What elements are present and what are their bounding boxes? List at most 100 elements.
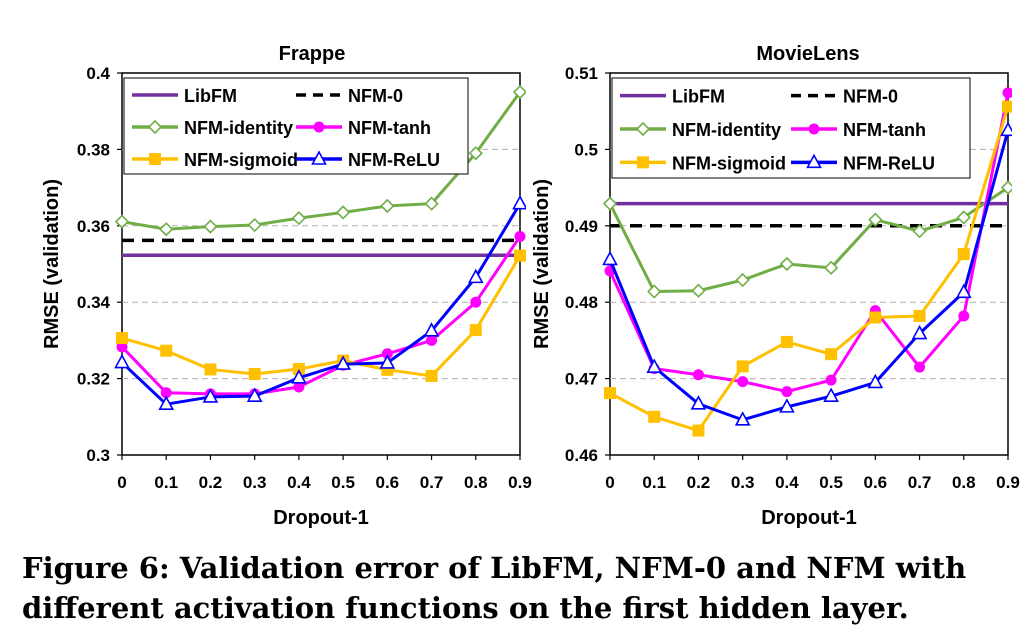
legend-marker-nfm-sigmoid — [637, 156, 649, 169]
x-tick-label: 0.9 — [508, 473, 532, 492]
point-nfm-identity — [468, 146, 483, 161]
x-tick-label: 0.1 — [642, 473, 666, 492]
legend-label-nfm-tanh: NFM-tanh — [843, 120, 926, 140]
series-line-nfm-tanh — [120, 235, 522, 396]
y-axis-label: RMSE (validation) — [531, 179, 553, 349]
point-nfm-sigmoid — [648, 410, 661, 423]
point-nfm-identity — [956, 210, 971, 225]
legend-marker-nfm-relu — [311, 150, 327, 165]
legend-marker-nfm-identity — [635, 121, 651, 137]
chart-title: MovieLens — [756, 43, 859, 65]
y-tick-label: 0.36 — [77, 217, 110, 236]
point-nfm-tanh — [514, 230, 526, 242]
y-tick-label: 0.47 — [565, 370, 598, 389]
point-nfm-relu — [512, 194, 526, 210]
x-tick-label: 0.1 — [154, 473, 178, 492]
point-nfm-sigmoid — [780, 335, 793, 348]
legend-marker-nfm-tanh — [808, 123, 820, 135]
x-tick-label: 0 — [605, 473, 614, 492]
y-tick-label: 0.49 — [565, 217, 598, 236]
legend-marker-nfm-sigmoid — [149, 153, 161, 165]
x-tick-label: 0.5 — [819, 473, 843, 492]
point-nfm-relu — [734, 411, 751, 426]
point-nfm-sigmoid — [160, 344, 173, 357]
legend-marker-nfm-tanh — [313, 121, 325, 133]
point-nfm-tanh — [914, 361, 926, 373]
plot-area — [602, 87, 1012, 437]
y-tick-label: 0.51 — [565, 64, 598, 83]
x-tick-label: 0.3 — [731, 473, 755, 492]
chart-title: Frappe — [279, 43, 346, 65]
point-nfm-identity — [912, 224, 927, 239]
point-nfm-identity — [335, 205, 351, 220]
point-nfm-tanh — [692, 369, 704, 381]
x-tick-label: 0.8 — [952, 473, 976, 492]
x-axis-label: Dropout-1 — [761, 507, 857, 529]
chart-panel-1: Frappe 0.3 0.32 0.34 0.36 0.38 0.4 0 0.1 0.2 0.3 0.… — [41, 43, 532, 529]
point-nfm-relu — [690, 395, 707, 410]
y-tick-label: 0.38 — [77, 140, 110, 159]
plot-area — [114, 84, 526, 410]
point-nfm-identity — [735, 272, 750, 288]
point-nfm-tanh — [781, 386, 793, 398]
figure: Frappe 0.3 0.32 0.34 0.36 0.38 0.4 0 0.1 0.2 0.3 0.… — [41, 43, 1020, 529]
point-nfm-identity — [380, 198, 395, 214]
point-nfm-identity — [647, 284, 662, 299]
y-axis-label: RMSE (validation) — [41, 179, 63, 349]
x-tick-label: 0.2 — [687, 473, 711, 492]
point-nfm-tanh — [426, 334, 438, 346]
y-tick-label: 0.46 — [565, 446, 598, 465]
x-axis-label: Dropout-1 — [273, 507, 369, 529]
legend-label-nfm-identity: NFM-identity — [184, 118, 293, 138]
legend-label-nfm-identity: NFM-identity — [672, 120, 781, 140]
x-tick-label: 0.7 — [420, 473, 444, 492]
x-tick-label: 0.4 — [287, 473, 311, 492]
point-nfm-relu — [602, 250, 618, 266]
y-tick-label: 0.5 — [574, 140, 598, 159]
point-nfm-tanh — [825, 374, 837, 386]
point-nfm-relu — [823, 387, 839, 402]
point-nfm-identity — [424, 196, 439, 211]
series-line-nfm-sigmoid — [609, 106, 1010, 433]
legend-label-nfm-relu: NFM-ReLU — [348, 150, 440, 170]
y-tick-label: 0.4 — [86, 64, 110, 83]
plot-frame — [121, 72, 521, 456]
series-line-nfm-relu — [608, 129, 1010, 422]
x-tick-label: 0.9 — [996, 473, 1020, 492]
x-tick-label: 0.8 — [464, 473, 488, 492]
point-nfm-sigmoid — [469, 324, 482, 337]
point-nfm-sigmoid — [204, 363, 217, 376]
point-nfm-relu — [202, 388, 219, 403]
point-nfm-relu — [158, 395, 175, 410]
point-nfm-relu — [423, 322, 440, 337]
legend-label-nfm-sigmoid: NFM-sigmoid — [184, 150, 298, 170]
point-nfm-tanh — [470, 296, 482, 308]
x-tick-label: 0.6 — [376, 473, 400, 492]
point-nfm-sigmoid — [825, 348, 838, 361]
point-nfm-sigmoid — [116, 332, 128, 345]
point-nfm-sigmoid — [913, 309, 926, 322]
series-line-nfm-identity — [121, 91, 522, 231]
x-tick-label: 0.3 — [243, 473, 267, 492]
point-nfm-relu — [379, 354, 396, 369]
point-nfm-sigmoid — [869, 311, 882, 324]
point-nfm-identity — [779, 256, 795, 272]
x-tick-label: 0.7 — [908, 473, 932, 492]
legend-label-nfm-0: NFM-0 — [843, 87, 898, 107]
point-nfm-sigmoid — [692, 424, 705, 437]
legend: LibFM NFM-0 NFM-identity NFM-tanh NFM-sigmoi… — [123, 77, 469, 175]
x-tick-label: 0.4 — [775, 473, 799, 492]
point-nfm-relu — [467, 268, 484, 284]
legend-label-nfm-0: NFM-0 — [348, 86, 403, 106]
legend-label-nfm-sigmoid: NFM-sigmoid — [672, 153, 786, 173]
series-line-nfm-tanh — [608, 92, 1010, 394]
point-nfm-identity — [602, 196, 618, 211]
point-nfm-sigmoid — [514, 249, 526, 262]
point-nfm-relu — [867, 373, 884, 389]
y-tick-label: 0.32 — [77, 370, 110, 389]
caption-line-1: Figure 6: Validation error of LibFM, NFM… — [22, 551, 967, 585]
point-nfm-identity — [159, 222, 174, 237]
point-nfm-relu — [646, 358, 663, 373]
legend-label-libfm: LibFM — [672, 87, 725, 107]
point-nfm-sigmoid — [248, 368, 261, 381]
